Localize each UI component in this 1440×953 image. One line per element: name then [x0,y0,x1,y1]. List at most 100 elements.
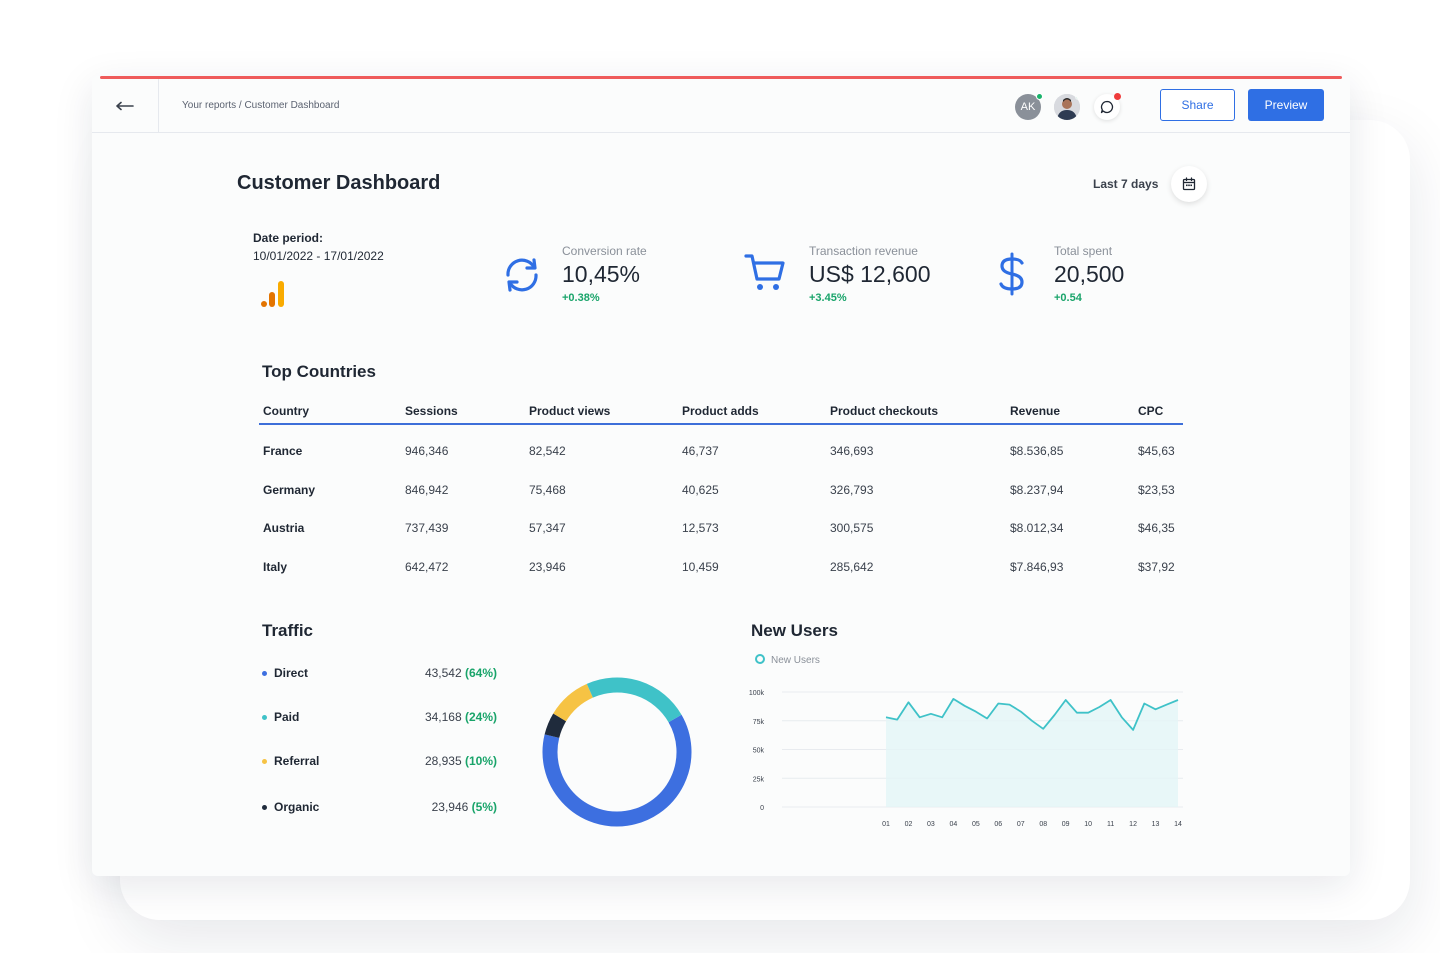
top-countries-title: Top Countries [262,362,376,381]
cell-sessions: 846,942 [405,482,449,497]
cell-product-views: 23,946 [529,559,566,574]
table-header: Country Sessions Product views Product a… [259,394,1183,425]
y-tick-label: 100k [749,690,765,697]
kpi-delta-transaction-revenue: +3.45% [809,292,847,304]
new-users-line-chart: 100k 75k 50k 25k 0 01 02 03 04 05 06 07 08 09 10 11 12 13… [749,690,1183,828]
x-tick-label: 05 [972,821,980,828]
column-header-product-views[interactable]: Product views [529,404,611,418]
cell-country: Austria [263,521,305,535]
y-tick-label: 50k [753,748,765,755]
date-period-label: Date period: [253,231,324,245]
column-header-product-checkouts[interactable]: Product checkouts [830,404,939,418]
y-tick-label: 25k [753,776,765,783]
kpi-label-total-spent: Total spent [1054,244,1113,258]
traffic-item-referral: Referral 28,935 (10%) [262,753,497,773]
online-status-dot [1075,94,1080,100]
new-users-title: New Users [751,621,838,640]
donut-slice-direct [542,714,692,827]
cell-cpc: $23,53 [1138,482,1175,497]
traffic-title: Traffic [262,621,314,640]
column-header-country[interactable]: Country [263,404,309,418]
cell-revenue: $7.846,93 [1010,559,1064,574]
traffic-donut-chart [542,677,692,827]
traffic-source-value: 28,935 (10%) [424,754,497,768]
date-range-label[interactable]: Last 7 days [1093,177,1159,191]
top-bar: Your reports / Customer Dashboard AK Sha… [92,79,1350,133]
avatar-photo[interactable] [1054,94,1080,120]
date-picker-button[interactable] [1171,166,1207,202]
breadcrumb[interactable]: Your reports / Customer Dashboard [182,100,340,111]
share-button[interactable]: Share [1160,89,1235,121]
kpi-delta-conversion-rate: +0.38% [562,292,600,304]
donut-slice-paid [586,677,682,723]
cell-revenue: $8.536,85 [1010,444,1064,458]
chart-legend: New Users [755,654,820,666]
column-header-sessions[interactable]: Sessions [405,404,458,418]
x-tick-label: 11 [1107,821,1114,828]
cell-product-views: 82,542 [529,444,566,458]
kpi-delta-total-spent: +0.54 [1054,292,1082,304]
kpi-label-conversion-rate: Conversion rate [562,244,647,258]
cell-sessions: 642,472 [405,559,449,574]
column-header-product-adds[interactable]: Product adds [682,404,759,418]
x-tick-label: 09 [1062,821,1070,828]
cell-product-views: 57,347 [529,521,566,535]
back-button[interactable] [92,79,159,133]
x-tick-label: 07 [1017,821,1025,828]
x-tick-label: 06 [994,821,1002,828]
x-tick-label: 13 [1152,821,1160,828]
cell-cpc: $37,92 [1138,559,1175,574]
cell-country: Italy [263,559,288,574]
traffic-item-direct: Direct 43,542 (64%) [262,665,497,685]
avatar-initials: AK [1020,101,1036,113]
traffic-source-name: Paid [274,710,300,724]
table-row: Italy 642,472 23,946 10,459 285,642 $7.8… [259,541,1183,580]
table-row: Austria 737,439 57,347 12,573 300,575 $8… [259,502,1183,541]
traffic-source-name: Organic [274,800,320,814]
kpi-value-total-spent: 20,500 [1054,261,1125,287]
column-header-cpc[interactable]: CPC [1138,404,1164,418]
notification-dot [1114,93,1121,100]
calendar-icon [1182,177,1196,191]
avatar[interactable]: AK [1015,93,1043,120]
comments-button[interactable] [1094,93,1121,120]
cart-icon [744,254,785,290]
x-tick-label: 12 [1129,821,1137,828]
y-tick-label: 0 [760,805,764,812]
app-window: Your reports / Customer Dashboard AK Sha… [92,76,1350,876]
traffic-source-value: 23,946 (5%) [431,800,497,814]
cell-cpc: $45,63 [1138,444,1175,458]
kpi-value-transaction-revenue: US$ 12,600 [809,261,931,287]
traffic-source-name: Referral [274,754,320,768]
x-tick-label: 10 [1084,821,1092,828]
cell-country: Germany [263,482,316,497]
cell-revenue: $8.012,34 [1010,521,1064,535]
chat-bubble-icon [1100,100,1114,114]
refresh-icon [506,258,538,292]
dollar-icon [999,252,1024,296]
page-title: Customer Dashboard [237,172,441,194]
cell-product-checkouts: 285,642 [830,559,874,574]
x-tick-label: 02 [905,821,913,828]
table-row: Germany 846,942 75,468 40,625 326,793 $8… [259,464,1183,503]
analytics-logo-icon [261,281,284,307]
legend-bullet [262,671,267,676]
cell-product-checkouts: 346,693 [830,444,874,458]
series-area-new-users [886,698,1178,807]
preview-button[interactable]: Preview [1248,89,1324,121]
cell-product-adds: 12,573 [682,521,719,535]
window-accent-line [100,76,1342,79]
kpi-value-conversion-rate: 10,45% [562,261,641,287]
x-tick-label: 03 [927,821,935,828]
cell-country: France [263,444,303,458]
cell-product-checkouts: 326,793 [830,482,874,497]
arrow-left-icon [116,101,134,111]
donut-slice-organic [544,713,567,739]
traffic-source-value: 34,168 (24%) [424,710,497,724]
column-header-revenue[interactable]: Revenue [1010,404,1061,418]
cell-product-adds: 46,737 [682,444,719,458]
legend-bullet [262,759,267,764]
donut-slice-referral [553,683,594,722]
legend-ring-icon [755,654,765,664]
series-line-new-users [885,698,1179,731]
